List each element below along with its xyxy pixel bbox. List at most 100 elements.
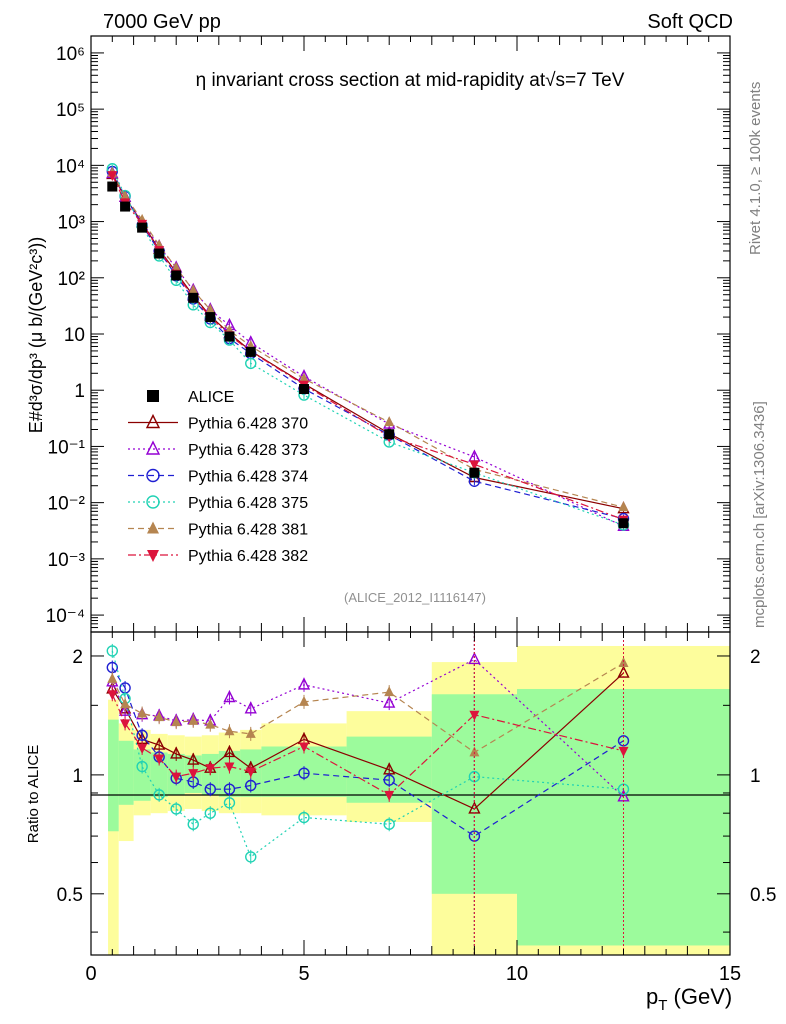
- y-tick-label: 10⁶: [56, 44, 85, 65]
- ratio-y-axis: 0.5 0.5 1 1 2 2: [57, 647, 776, 933]
- point-alice: [469, 467, 480, 478]
- ratio-point-pythia-6-428-375: [298, 811, 310, 824]
- mcplots-label: mcplots.cern.ch [arXiv:1306.3436]: [751, 401, 768, 628]
- band-inner: [118, 740, 134, 805]
- point-alice: [154, 248, 165, 259]
- legend-label-pythia-6-428-373: Pythia 6.428 373: [188, 442, 308, 459]
- ratio-point-pythia-6-428-381: [137, 707, 148, 718]
- analysis-label: (ALICE_2012_I1116147): [344, 590, 486, 605]
- legend-label-pythia-6-428-375: Pythia 6.428 375: [188, 495, 308, 512]
- ratio-point-pythia-6-428-382: [205, 764, 216, 775]
- point-pythia-6-428-381: [120, 190, 131, 201]
- point-pythia-6-428-381: [205, 303, 216, 314]
- legend-marker-pythia-6-428-381: [147, 521, 159, 534]
- band-inner: [150, 752, 168, 797]
- ratio-y-tick-label: 1: [72, 766, 83, 787]
- ratio-point-pythia-6-428-375: [245, 851, 257, 863]
- ratio-point-pythia-6-428-375: [106, 645, 119, 657]
- ratio-bands: [108, 645, 730, 955]
- ratio-point-pythia-6-428-382: [469, 710, 480, 721]
- ratio-point-pythia-6-428-374: [136, 729, 148, 741]
- ratio-point-pythia-6-428-382: [137, 743, 148, 754]
- series-line-pythia-6-428-374: [111, 171, 624, 520]
- ratio-point-pythia-6-428-370: [223, 744, 236, 758]
- ratio-y-tick-label: 0.5: [57, 885, 83, 906]
- ratio-point-pythia-6-428-373: [244, 701, 257, 714]
- ratio-panel: 0.5 0.5 1 1 2 2 0 5 10 15 Ratio to ALICE pT (GeV…: [25, 631, 776, 1014]
- band-inner: [133, 749, 151, 801]
- y-tick-label: 10⁻²: [48, 494, 86, 515]
- ratio-point-pythia-6-428-374: [298, 767, 310, 779]
- point-pythia-6-428-381: [299, 372, 309, 383]
- ratio-point-pythia-6-428-375: [187, 818, 199, 830]
- y-tick-label: 10⁻¹: [48, 437, 86, 458]
- ratio-point-pythia-6-428-375: [153, 789, 165, 801]
- legend-marker-pythia-6-428-375: [146, 495, 160, 509]
- ratio-point-pythia-6-428-382: [384, 790, 395, 801]
- point-pythia-6-428-375: [245, 357, 257, 370]
- point-alice: [245, 346, 256, 357]
- ratio-ylabel: Ratio to ALICE: [25, 745, 42, 843]
- x-tick-label: 10: [506, 963, 528, 985]
- ratio-point-pythia-6-428-375: [170, 803, 182, 815]
- x-axis-title-sub: T: [658, 997, 667, 1014]
- point-alice: [171, 270, 182, 281]
- legend-label-pythia-6-428-370: Pythia 6.428 370: [188, 416, 308, 433]
- main-marks: [106, 163, 630, 531]
- legend-marker-pythia-6-428-370: [145, 413, 161, 429]
- ratio-point-pythia-6-428-373: [297, 677, 311, 690]
- ratio-point-pythia-6-428-381: [107, 672, 118, 683]
- ratio-point-pythia-6-428-373: [223, 689, 236, 703]
- main-panel: 10⁻⁴ 10⁻³ 10⁻² 10⁻¹ 1 10 10² 10³ 10⁴ 10⁵ 10⁶ η inv…: [26, 35, 731, 633]
- point-pythia-6-428-382: [107, 171, 118, 182]
- point-pythia-6-428-381: [188, 284, 199, 295]
- legend-marker-pythia-6-428-382: [147, 550, 159, 562]
- ratio-point-pythia-6-428-373: [383, 695, 396, 708]
- y-tick-label: 10⁻³: [48, 550, 86, 571]
- band-inner: [108, 719, 119, 832]
- ratio-point-pythia-6-428-382: [224, 762, 235, 773]
- point-alice: [224, 331, 235, 342]
- y-tick-label: 10: [64, 325, 85, 346]
- point-alice: [107, 181, 118, 192]
- legend-label-pythia-6-428-374: Pythia 6.428 374: [188, 469, 308, 486]
- point-alice: [384, 429, 395, 440]
- ratio-point-pythia-6-428-381: [224, 725, 235, 736]
- point-alice: [618, 518, 629, 529]
- ratio-point-pythia-6-428-381: [171, 716, 182, 727]
- legend-marker-alice: [147, 390, 159, 402]
- y-tick-label: 10⁻⁴: [46, 606, 85, 627]
- ratio-point-pythia-6-428-373: [468, 651, 481, 665]
- y-tick-label: 1: [74, 381, 85, 402]
- ratio-point-pythia-6-428-381: [188, 714, 199, 725]
- ratio-point-pythia-6-428-374: [383, 774, 395, 786]
- ratio-point-pythia-6-428-382: [618, 746, 629, 757]
- legend-marker-pythia-6-428-374: [146, 468, 160, 483]
- ratio-point-pythia-6-428-375: [223, 797, 236, 809]
- ratio-point-pythia-6-428-381: [154, 711, 165, 722]
- main-x-axis: [90, 36, 731, 632]
- point-alice: [205, 312, 216, 323]
- ratio-y-tick-label-right: 0.5: [750, 885, 776, 906]
- y-tick-label: 10³: [58, 213, 85, 234]
- ratio-point-pythia-6-428-370: [187, 752, 200, 765]
- legend-label-alice: ALICE: [188, 389, 234, 406]
- legend-marker-pythia-6-428-373: [145, 440, 161, 455]
- ratio-point-pythia-6-428-381: [469, 746, 480, 757]
- ratio-point-pythia-6-428-382: [299, 742, 309, 753]
- point-pythia-6-428-381: [618, 501, 629, 512]
- legend-label-pythia-6-428-381: Pythia 6.428 381: [188, 522, 308, 539]
- ratio-point-pythia-6-428-374: [223, 783, 236, 795]
- ratio-x-axis: 0 5 10 15: [85, 632, 741, 985]
- rivet-label: Rivet 4.1.0, ≥ 100k events: [747, 82, 764, 255]
- ratio-point-pythia-6-428-382: [107, 690, 118, 701]
- x-tick-label: 0: [85, 963, 96, 985]
- point-pythia-6-428-382: [469, 460, 480, 471]
- ratio-point-pythia-6-428-374: [245, 779, 257, 792]
- x-axis-title-main: p: [646, 984, 658, 1009]
- ratio-y-tick-label-right: 2: [750, 647, 761, 668]
- x-axis-title: pT (GeV): [646, 984, 732, 1014]
- main-title: η invariant cross section at mid-rapidit…: [196, 70, 625, 91]
- ratio-point-pythia-6-428-382: [245, 767, 256, 778]
